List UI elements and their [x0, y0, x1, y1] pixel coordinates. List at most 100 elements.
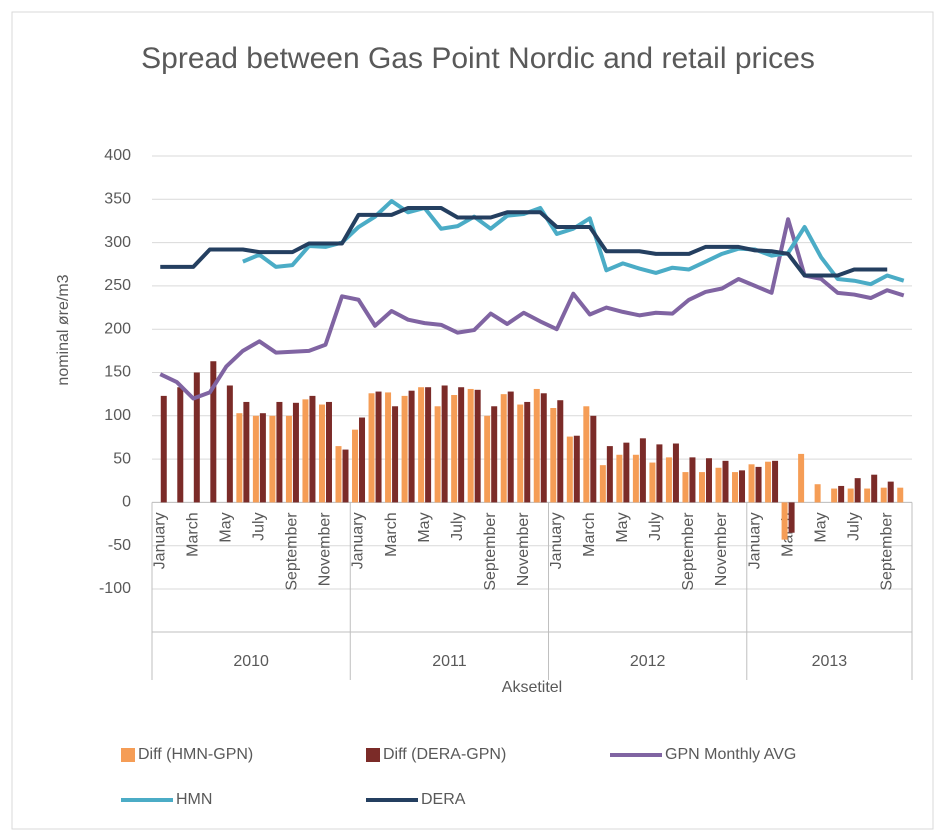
x-tick-label: January [548, 512, 565, 569]
x-tick-label: March [581, 512, 598, 556]
bar [467, 388, 474, 503]
legend-label: GPN Monthly AVG [665, 746, 796, 763]
x-tick-label: July [449, 512, 466, 540]
group-label: 2011 [432, 653, 467, 670]
x-tick-label: November [317, 512, 334, 586]
bar [269, 415, 276, 503]
x-tick-label: May [218, 512, 235, 542]
bar [781, 502, 788, 540]
bar [226, 385, 233, 503]
bar [292, 402, 299, 503]
legend-swatch [366, 748, 380, 762]
x-tick-label: July [251, 512, 268, 540]
bar [788, 502, 795, 533]
bar [665, 457, 672, 503]
bar [507, 391, 514, 503]
bar [276, 401, 283, 503]
bar [474, 389, 481, 503]
y-tick-label: 200 [104, 320, 131, 337]
bar [524, 401, 531, 503]
bar [755, 466, 762, 503]
bar [854, 478, 861, 503]
y-tick-label: 250 [104, 277, 131, 294]
y-tick-label: 100 [104, 407, 131, 424]
x-tick-label: March [383, 512, 400, 556]
y-tick-label: -100 [99, 580, 131, 597]
bar [831, 488, 838, 503]
bar [236, 413, 243, 503]
group-label: 2012 [630, 653, 666, 670]
bar [798, 453, 805, 503]
bar [441, 385, 448, 503]
bar [302, 399, 309, 503]
bar [385, 392, 392, 503]
bar [590, 415, 597, 503]
group-label: 2013 [812, 653, 848, 670]
bar [689, 457, 696, 503]
bar [425, 387, 432, 503]
bar [698, 472, 705, 503]
bar [838, 485, 845, 503]
x-tick-label: September [680, 512, 697, 591]
bar [352, 429, 359, 503]
bar [871, 474, 878, 503]
x-tick-label: January [151, 512, 168, 569]
bar [458, 387, 465, 503]
bar [566, 436, 573, 503]
legend-label: Diff (DERA-GPN) [383, 746, 506, 763]
bar [649, 462, 656, 503]
x-axis-label: Aksetitel [502, 679, 562, 696]
legend-label: DERA [421, 791, 466, 808]
x-tick-label: September [482, 512, 499, 591]
bar [434, 406, 441, 503]
y-tick-label: 400 [104, 147, 131, 164]
x-tick-label: May [614, 512, 631, 542]
bar [880, 487, 887, 503]
x-tick-label: January [746, 512, 763, 569]
bar [401, 395, 408, 503]
bar [418, 387, 425, 503]
bar [533, 388, 540, 503]
bar [335, 446, 342, 503]
x-tick-label: July [647, 512, 664, 540]
bar [342, 449, 349, 503]
bar [599, 465, 606, 503]
y-tick-label: 150 [104, 364, 131, 381]
bar [193, 372, 200, 503]
x-tick-label: November [515, 512, 532, 586]
bar [408, 390, 415, 503]
bar [623, 442, 630, 503]
x-tick-label: September [878, 512, 895, 591]
legend-swatch [121, 748, 135, 762]
bar [632, 454, 639, 503]
bar [682, 472, 689, 503]
legend-label: Diff (HMN-GPN) [138, 746, 253, 763]
bar [368, 393, 375, 503]
bar [359, 417, 366, 503]
x-tick-label: May [416, 512, 433, 542]
bar [772, 460, 779, 503]
y-tick-label: -50 [108, 537, 131, 554]
bar [285, 415, 292, 503]
bar [375, 391, 382, 503]
bar [887, 481, 894, 503]
bar [177, 387, 184, 503]
bar [259, 413, 266, 503]
y-tick-label: 350 [104, 191, 131, 208]
bar [672, 443, 679, 503]
bar [715, 467, 722, 503]
bar [160, 395, 167, 503]
bar [325, 401, 332, 503]
bar [451, 395, 458, 503]
bar [392, 406, 399, 503]
x-tick-label: January [350, 512, 367, 569]
x-tick-label: November [713, 512, 730, 586]
x-tick-label: March [185, 512, 202, 556]
chart-title: Spread between Gas Point Nordic and reta… [141, 42, 815, 75]
bar [864, 488, 871, 503]
bar [732, 472, 739, 503]
x-tick-label: July [845, 512, 862, 540]
bar [722, 460, 729, 503]
